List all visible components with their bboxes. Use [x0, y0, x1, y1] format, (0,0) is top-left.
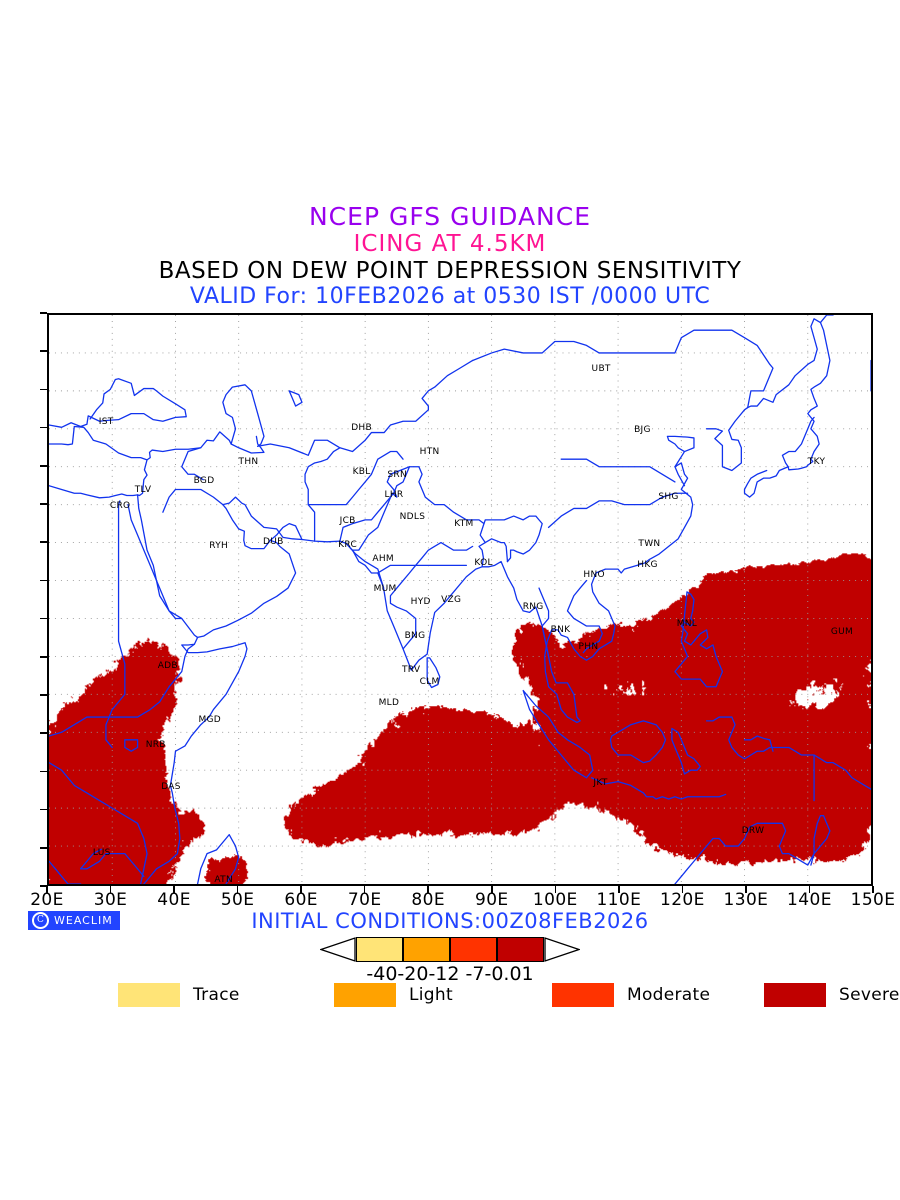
title-ncep-gfs-guidance: NCEP GFS GUIDANCE	[308, 202, 591, 231]
x-axis-tick-110E: 110E	[596, 890, 642, 910]
severity-legend-item-light: Light	[334, 980, 453, 1010]
x-axis-tickmark	[618, 886, 620, 893]
x-axis-tickmark	[681, 886, 684, 893]
x-axis-tickmark	[745, 886, 747, 893]
map-vector-layer	[49, 315, 871, 884]
colorbar-segment-trace	[356, 937, 403, 962]
severity-label-severe: Severe	[839, 985, 900, 1005]
severity-legend: Trace Light Moderate Severe	[0, 980, 900, 1010]
x-axis-tickmark	[46, 886, 48, 893]
title-valid-time: VALID For: 10FEB2026 at 0530 IST /0000 U…	[189, 284, 711, 309]
y-axis-tickmark	[40, 350, 47, 352]
x-axis-tickmark	[554, 886, 557, 893]
weaclim-label: WEACLIM	[54, 914, 113, 927]
x-axis-tickmark	[808, 886, 811, 893]
y-axis-tickmark	[40, 770, 47, 773]
y-axis-tickmark	[40, 694, 47, 696]
severity-label-trace: Trace	[193, 985, 240, 1005]
severity-label-light: Light	[409, 985, 453, 1005]
y-axis-tickmark	[40, 312, 47, 314]
x-axis-tick-70E: 70E	[347, 890, 382, 910]
colorbar-left-arrow-icon	[320, 937, 356, 962]
x-axis-tick-30E: 30E	[93, 890, 128, 910]
severity-legend-item-moderate: Moderate	[552, 980, 710, 1010]
y-axis-tickmark	[40, 656, 47, 658]
gridlines	[49, 315, 871, 884]
x-axis-tick-140E: 140E	[787, 890, 832, 910]
x-axis-tick-150E: 150E	[850, 890, 896, 910]
initial-conditions-text: INITIAL CONDITIONS:00Z08FEB2026	[251, 909, 649, 933]
y-axis-tickmark	[40, 426, 47, 429]
severity-swatch-trace	[118, 983, 180, 1007]
colorbar-segment-light	[403, 937, 450, 962]
x-axis-tick-90E: 90E	[474, 890, 509, 910]
x-axis-tickmark	[109, 886, 112, 893]
x-axis-tickmark	[300, 886, 302, 893]
x-axis-tick-80E: 80E	[411, 890, 446, 910]
severity-swatch-severe	[764, 983, 826, 1007]
x-axis-tick-120E: 120E	[659, 890, 705, 910]
y-axis-tickmark	[40, 808, 47, 811]
severity-swatch-moderate	[552, 983, 614, 1007]
y-axis-tickmark	[40, 847, 47, 849]
x-axis-tickmark	[427, 886, 429, 893]
y-axis-tickmark	[40, 465, 47, 467]
colorbar-right-arrow-icon	[544, 937, 580, 962]
y-axis-tickmark	[40, 617, 47, 620]
y-axis-tickmark	[40, 541, 47, 543]
weaclim-logo-badge[interactable]: C WEACLIM	[28, 911, 120, 930]
title-method: BASED ON DEW POINT DEPRESSION SENSITIVIT…	[158, 258, 742, 284]
icing-data-layer	[49, 315, 871, 884]
copyright-circle-icon: C	[32, 912, 49, 929]
y-axis-tickmark	[40, 503, 47, 505]
x-axis-tick-50E: 50E	[220, 890, 255, 910]
x-axis-tickmark	[236, 886, 239, 893]
y-axis-tickmark	[40, 885, 47, 887]
x-axis-tick-100E: 100E	[532, 890, 578, 910]
title-block: NCEP GFS GUIDANCE ICING AT 4.5KM BASED O…	[0, 204, 900, 308]
x-axis-tick-60E: 60E	[284, 890, 318, 910]
x-axis-tickmark	[872, 886, 874, 893]
severity-legend-item-trace: Trace	[118, 980, 240, 1010]
x-axis-tick-130E: 130E	[723, 890, 769, 910]
forecast-map[interactable]: IST THN BGD TLV CRO RYH DUB DHB HTN KBL SRN LHR JCB N…	[47, 313, 873, 886]
title-icing-level: ICING AT 4.5KM	[353, 231, 547, 257]
x-axis-tickmark	[491, 886, 493, 893]
y-axis-tickmark	[40, 732, 47, 734]
colorbar-tick-labels: -40-20-12 -7-0.01	[366, 963, 534, 985]
y-axis-tickmark	[40, 388, 47, 391]
severity-swatch-light	[334, 983, 396, 1007]
y-axis-tickmark	[40, 579, 47, 582]
colorbar-container: -40-20-12 -7-0.01	[0, 937, 900, 985]
colorbar-segment-moderate	[450, 937, 497, 962]
x-axis-tick-20E: 20E	[30, 890, 64, 910]
coastlines	[49, 315, 871, 884]
x-axis-tickmark	[363, 886, 366, 893]
colorbar-segment-severe	[497, 937, 544, 962]
severity-legend-item-severe: Severe	[764, 980, 900, 1010]
x-axis-tick-40E: 40E	[157, 890, 191, 910]
severity-label-moderate: Moderate	[627, 985, 711, 1005]
colorbar	[320, 937, 580, 962]
x-axis-tickmark	[173, 886, 175, 893]
